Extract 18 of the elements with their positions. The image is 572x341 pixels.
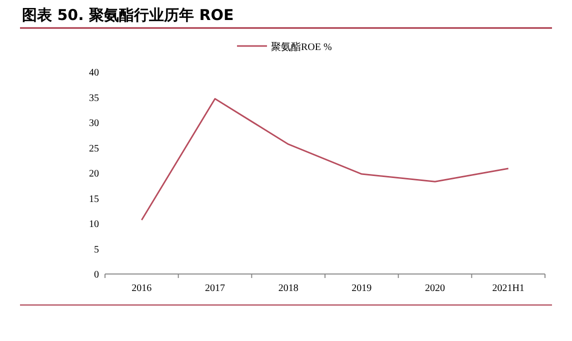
legend-label: 聚氨酯ROE % [271, 41, 332, 53]
ytick: 40 [89, 68, 99, 78]
ytick: 10 [89, 219, 99, 230]
ytick: 5 [94, 244, 99, 256]
ytick: 15 [89, 194, 99, 205]
xtick: 2018 [278, 283, 298, 294]
ytick: 30 [89, 118, 99, 129]
xtick: 2020 [425, 283, 445, 294]
xtick: 2017 [205, 283, 225, 294]
xtick: 2021H1 [492, 283, 524, 294]
ytick: 35 [89, 92, 99, 104]
legend-item: 聚氨酯ROE % [237, 42, 332, 53]
xtick: 2016 [132, 283, 152, 294]
ytick: 25 [89, 143, 99, 154]
ytick: 20 [89, 168, 99, 180]
xtick: 2019 [352, 283, 372, 294]
ytick: 0 [94, 270, 99, 280]
title: 图表 50. 聚氨酯行业历年 ROE [22, 6, 234, 24]
